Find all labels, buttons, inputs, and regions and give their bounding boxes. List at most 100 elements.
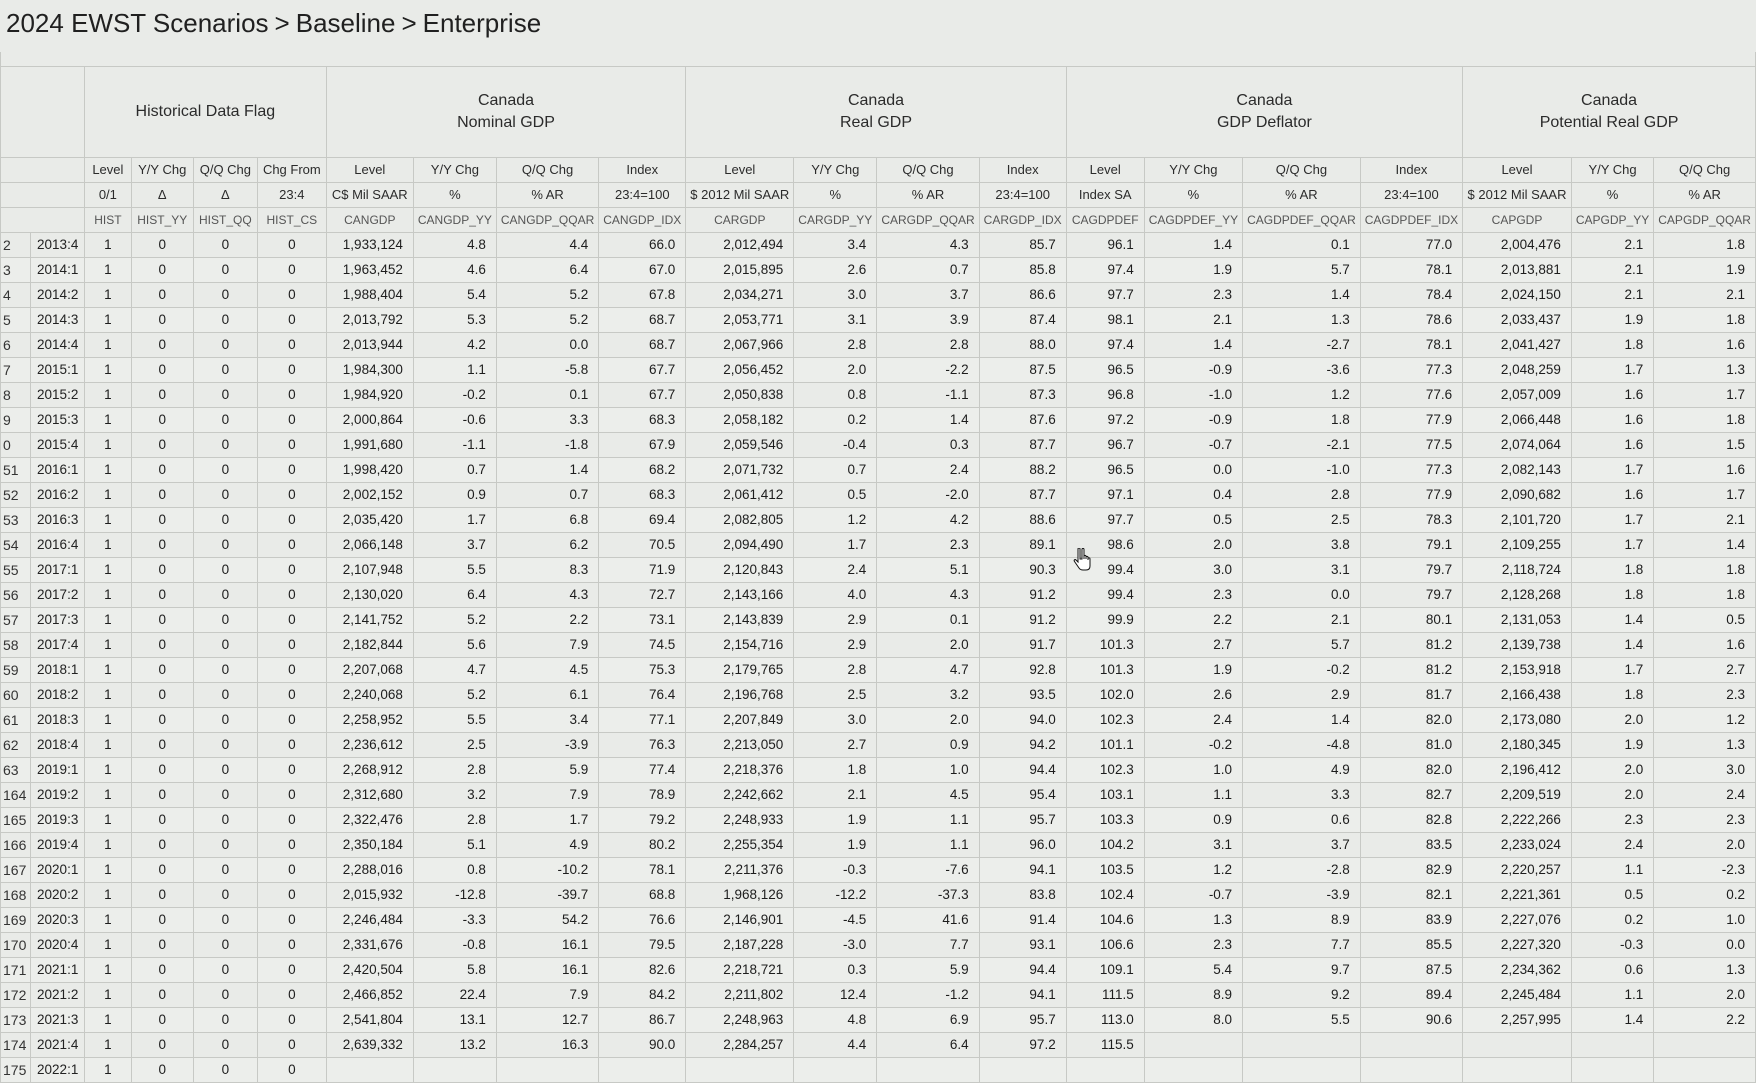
grid-cell[interactable]: 0 xyxy=(130,457,194,483)
date-cell[interactable]: 2019:3 xyxy=(30,807,86,833)
grid-cell[interactable]: 68.2 xyxy=(598,457,687,483)
grid-cell[interactable]: 2,118,724 xyxy=(1462,557,1572,583)
grid-cell[interactable]: 77.1 xyxy=(598,707,687,733)
grid-cell[interactable]: 68.8 xyxy=(598,882,687,908)
grid-cell[interactable]: 2,004,476 xyxy=(1462,232,1572,258)
grid-cell[interactable]: 2.2 xyxy=(1143,607,1244,633)
grid-cell[interactable]: 1.9 xyxy=(1653,257,1756,283)
grid-cell[interactable]: 2.3 xyxy=(876,532,980,558)
grid-cell[interactable]: 95.7 xyxy=(978,807,1067,833)
grid-cell[interactable]: 0 xyxy=(130,957,194,983)
grid-cell[interactable]: 89.1 xyxy=(978,532,1067,558)
grid-cell[interactable]: 0.5 xyxy=(1143,507,1244,533)
grid-cell[interactable]: 0 xyxy=(130,982,194,1008)
grid-cell[interactable]: 0 xyxy=(130,382,194,408)
grid-cell[interactable]: 1.1 xyxy=(412,357,497,383)
grid-cell[interactable]: 94.4 xyxy=(978,957,1067,983)
grid-cell[interactable]: -2.7 xyxy=(1242,332,1361,358)
grid-cell[interactable]: 78.4 xyxy=(1359,282,1464,308)
grid-cell[interactable]: 1.7 xyxy=(1570,357,1655,383)
grid-cell[interactable]: 2.5 xyxy=(412,732,497,758)
grid-cell[interactable]: 102.0 xyxy=(1065,682,1145,708)
grid-cell[interactable]: 9.7 xyxy=(1242,957,1361,983)
grid-cell[interactable]: 0 xyxy=(130,1007,194,1033)
breadcrumb-item-enterprise[interactable]: Enterprise xyxy=(422,8,542,38)
grid-cell[interactable]: 90.6 xyxy=(1359,1007,1464,1033)
date-cell[interactable]: 2017:4 xyxy=(30,632,86,658)
grid-cell[interactable]: 1.7 xyxy=(412,507,497,533)
grid-cell[interactable]: 4.3 xyxy=(495,582,600,608)
row-number[interactable]: 167 xyxy=(0,857,32,883)
grid-cell[interactable]: 1,968,126 xyxy=(685,882,795,908)
grid-cell[interactable]: 2,182,844 xyxy=(325,632,414,658)
grid-cell[interactable]: 68.7 xyxy=(598,332,687,358)
grid-cell[interactable]: 4.7 xyxy=(876,657,980,683)
grid-cell[interactable]: 2,207,068 xyxy=(325,657,414,683)
grid-cell[interactable]: 0 xyxy=(192,432,258,458)
grid-cell[interactable]: 1.6 xyxy=(1570,432,1655,458)
row-number[interactable]: 171 xyxy=(0,957,32,983)
date-cell[interactable]: 2016:4 xyxy=(30,532,86,558)
grid-cell[interactable]: 97.1 xyxy=(1065,482,1145,508)
row-number[interactable]: 169 xyxy=(0,907,32,933)
grid-cell[interactable]: 0 xyxy=(130,507,194,533)
grid-cell[interactable]: 4.5 xyxy=(495,657,600,683)
grid-cell[interactable]: -3.9 xyxy=(495,732,600,758)
grid-cell[interactable]: 5.6 xyxy=(412,632,497,658)
grid-cell[interactable]: -7.6 xyxy=(876,857,980,883)
row-number[interactable]: 55 xyxy=(0,557,32,583)
grid-cell[interactable]: -2.0 xyxy=(876,482,980,508)
grid-cell[interactable]: 0 xyxy=(256,1007,327,1033)
grid-cell[interactable]: 4.9 xyxy=(1242,757,1361,783)
grid-cell[interactable] xyxy=(1242,1032,1361,1058)
row-number[interactable]: 3 xyxy=(0,257,32,283)
grid-cell[interactable]: 0 xyxy=(192,832,258,858)
grid-cell[interactable]: 0 xyxy=(192,482,258,508)
grid-cell[interactable]: 77.3 xyxy=(1359,357,1464,383)
grid-cell[interactable]: 76.6 xyxy=(598,907,687,933)
grid-cell[interactable]: 0 xyxy=(192,532,258,558)
grid-cell[interactable]: 5.8 xyxy=(412,957,497,983)
grid-cell[interactable]: 5.3 xyxy=(412,307,497,333)
grid-cell[interactable]: 0 xyxy=(192,882,258,908)
row-number[interactable]: 9 xyxy=(0,407,32,433)
grid-cell[interactable]: 81.2 xyxy=(1359,657,1464,683)
grid-cell[interactable]: 1 xyxy=(84,257,132,283)
grid-cell[interactable]: 111.5 xyxy=(1065,982,1145,1008)
grid-cell[interactable]: 2,196,412 xyxy=(1462,757,1572,783)
grid-cell[interactable]: 0 xyxy=(256,882,327,908)
grid-cell[interactable]: 3.7 xyxy=(876,282,980,308)
grid-cell[interactable]: 6.4 xyxy=(495,257,600,283)
date-cell[interactable]: 2021:2 xyxy=(30,982,86,1008)
grid-cell[interactable]: 2.2 xyxy=(495,607,600,633)
grid-cell[interactable]: 67.0 xyxy=(598,257,687,283)
grid-cell[interactable]: 1 xyxy=(84,707,132,733)
grid-cell[interactable]: 1 xyxy=(84,757,132,783)
grid-cell[interactable]: 2,071,732 xyxy=(685,457,795,483)
grid-cell[interactable]: 0 xyxy=(192,232,258,258)
grid-cell[interactable]: 2,173,080 xyxy=(1462,707,1572,733)
grid-cell[interactable]: 97.7 xyxy=(1065,282,1145,308)
grid-cell[interactable]: 101.3 xyxy=(1065,657,1145,683)
grid-cell[interactable]: 82.1 xyxy=(1359,882,1464,908)
grid-cell[interactable]: 68.3 xyxy=(598,482,687,508)
grid-cell[interactable]: 1 xyxy=(84,932,132,958)
grid-cell[interactable]: 74.5 xyxy=(598,632,687,658)
grid-cell[interactable]: 0 xyxy=(192,1032,258,1058)
grid-cell[interactable]: 0 xyxy=(256,782,327,808)
grid-cell[interactable]: 54.2 xyxy=(495,907,600,933)
grid-cell[interactable]: 5.2 xyxy=(412,607,497,633)
grid-cell[interactable]: 85.8 xyxy=(978,257,1067,283)
grid-cell[interactable]: 0 xyxy=(130,707,194,733)
grid-cell[interactable]: 101.3 xyxy=(1065,632,1145,658)
grid-cell[interactable]: 0 xyxy=(256,232,327,258)
grid-cell[interactable]: 2,248,963 xyxy=(685,1007,795,1033)
grid-cell[interactable]: -0.3 xyxy=(793,857,878,883)
grid-cell[interactable]: 1.6 xyxy=(1653,332,1756,358)
grid-cell[interactable]: 2.3 xyxy=(1143,582,1244,608)
date-cell[interactable]: 2017:3 xyxy=(30,607,86,633)
grid-cell[interactable]: 0 xyxy=(130,757,194,783)
grid-cell[interactable]: 1.7 xyxy=(1570,507,1655,533)
grid-cell[interactable]: 91.2 xyxy=(978,582,1067,608)
grid-cell[interactable]: 0 xyxy=(192,757,258,783)
